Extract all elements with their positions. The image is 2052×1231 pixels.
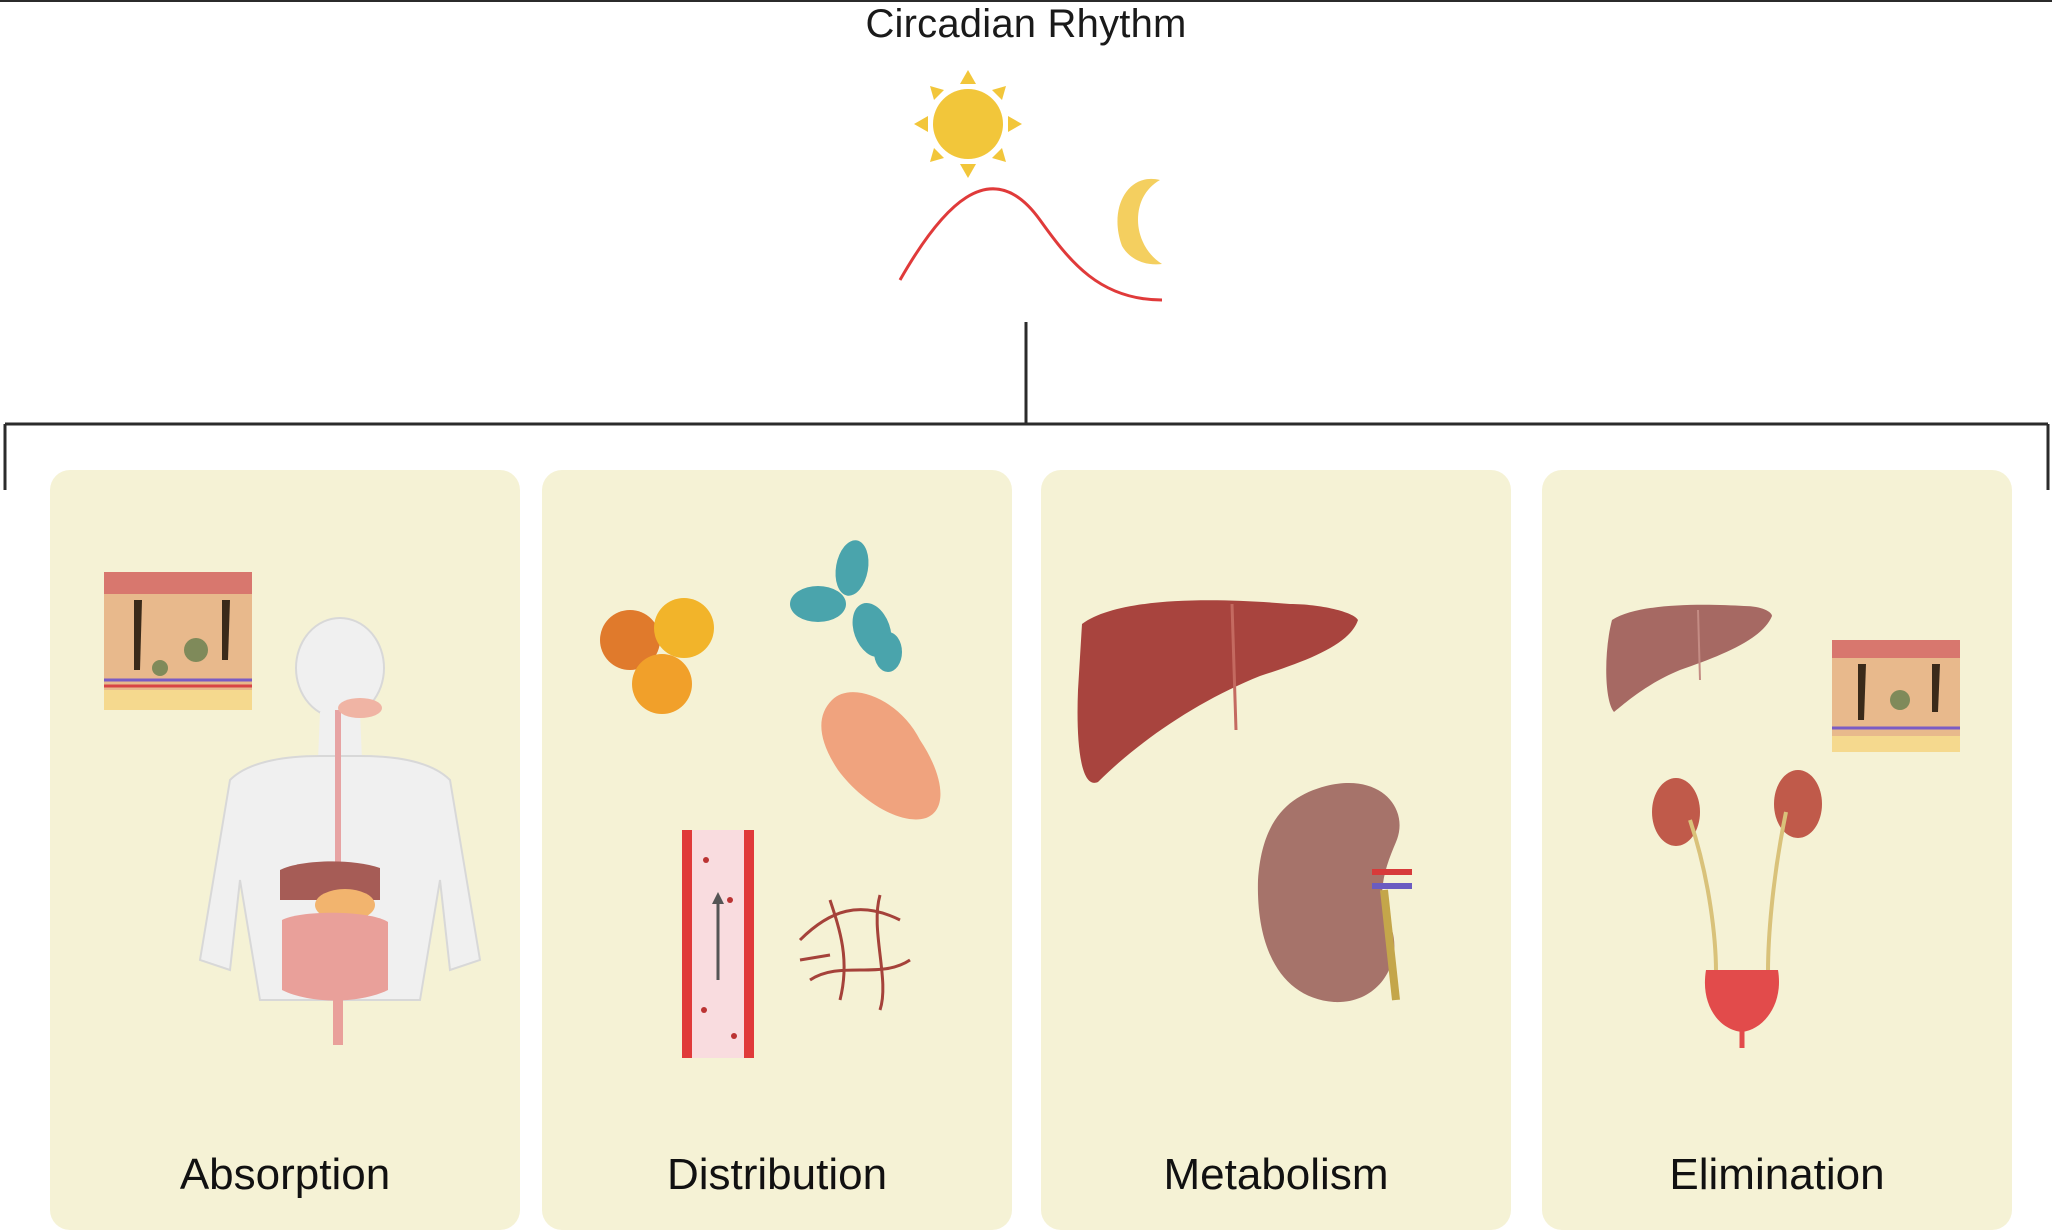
digestive-system-icon — [198, 617, 482, 1045]
bracket-connector — [3, 322, 2050, 490]
skin-tissue-icon — [104, 572, 252, 710]
card-absorption-label: Absorption — [179, 1150, 391, 1199]
diagram-title: Circadian Rhythm — [865, 2, 1187, 46]
moon-icon — [1117, 178, 1162, 265]
card-distribution: Distribution — [542, 470, 1012, 1230]
skin-tissue-small-icon — [1832, 640, 1960, 752]
capillary-network-icon — [798, 894, 911, 1011]
liver-small-icon — [1606, 604, 1772, 712]
liver-icon — [1077, 600, 1358, 783]
fat-tissue-icon — [821, 692, 941, 820]
antibody-icon — [790, 540, 902, 672]
card-distribution-label: Distribution — [666, 1150, 888, 1199]
card-elimination-label: Elimination — [1669, 1150, 1885, 1199]
blood-vessel-icon — [682, 830, 754, 1058]
urinary-system-icon — [1652, 770, 1822, 1048]
card-metabolism-label: Metabolism — [1163, 1150, 1389, 1199]
red-blood-cell-cluster-icon — [600, 598, 714, 714]
circadian-wave — [898, 187, 1163, 302]
sun-icon — [914, 70, 1022, 178]
kidney-icon — [1257, 783, 1412, 1003]
